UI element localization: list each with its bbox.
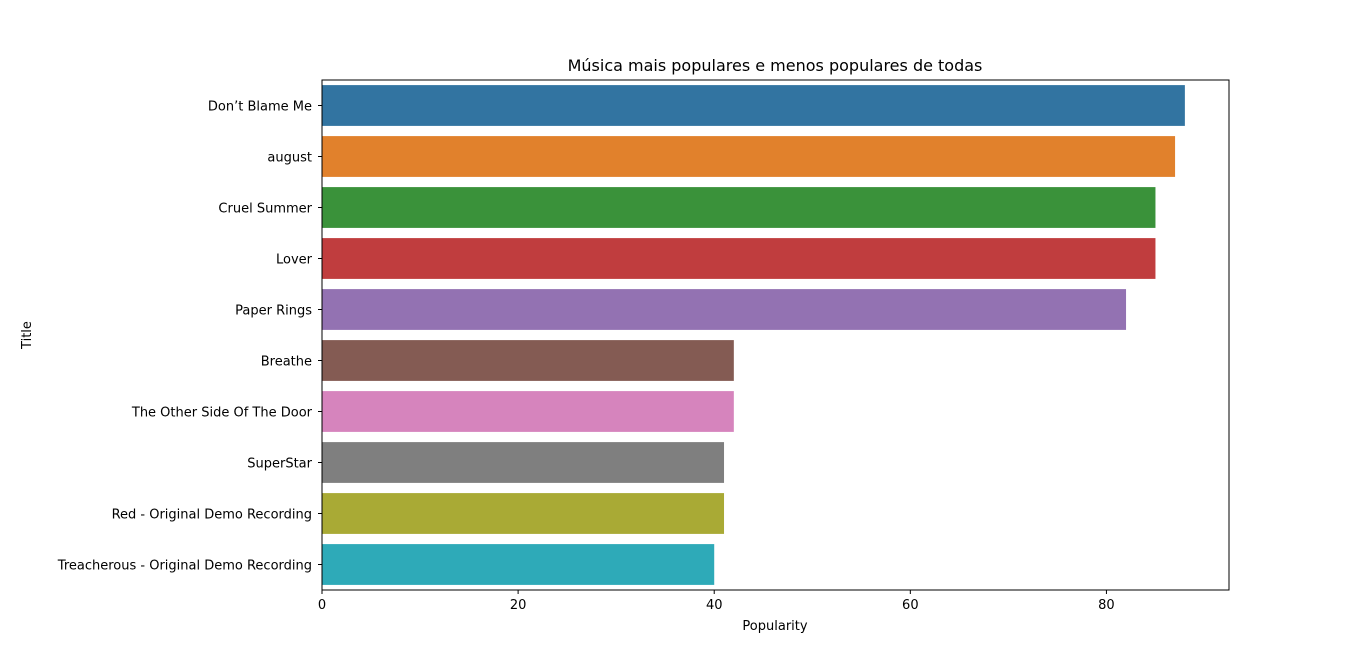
- bar: [322, 493, 725, 534]
- y-tick-label: SuperStar: [247, 457, 312, 472]
- y-tick-label: Cruel Summer: [218, 202, 312, 217]
- x-tick-label: 60: [902, 598, 919, 613]
- bar: [322, 544, 715, 585]
- bar: [322, 85, 1185, 126]
- bar: [322, 136, 1176, 177]
- y-tick-label: Lover: [276, 253, 313, 268]
- x-tick-label: 0: [318, 598, 326, 613]
- x-tick-label: 20: [510, 598, 527, 613]
- x-tick-label: 40: [706, 598, 723, 613]
- plot-frame: [321, 79, 1230, 591]
- x-tick-label: 80: [1098, 598, 1115, 613]
- y-tick-label: Don’t Blame Me: [208, 100, 312, 115]
- x-axis-label: Popularity: [742, 619, 807, 634]
- y-tick-label: Treacherous - Original Demo Recording: [57, 559, 312, 574]
- bars-group: [322, 85, 1185, 585]
- y-tick-label: august: [267, 151, 312, 166]
- x-ticks: 0 20 40 60 80: [318, 590, 1115, 613]
- bar: [322, 442, 725, 483]
- y-tick-label: The Other Side Of The Door: [131, 406, 313, 421]
- bar: [322, 238, 1156, 279]
- bar: [322, 187, 1156, 228]
- y-tick-label: Red - Original Demo Recording: [112, 508, 312, 523]
- y-tick-labels: Don’t Blame Me august Cruel Summer Lover Pap…: [57, 100, 322, 574]
- bar: [322, 391, 734, 432]
- y-tick-label: Breathe: [261, 355, 312, 370]
- y-tick-label: Paper Rings: [235, 304, 312, 319]
- chart-title: Música mais populares e menos populares …: [568, 56, 983, 75]
- bar: [322, 289, 1127, 330]
- y-axis-label: Title: [20, 321, 35, 350]
- bar: [322, 340, 734, 381]
